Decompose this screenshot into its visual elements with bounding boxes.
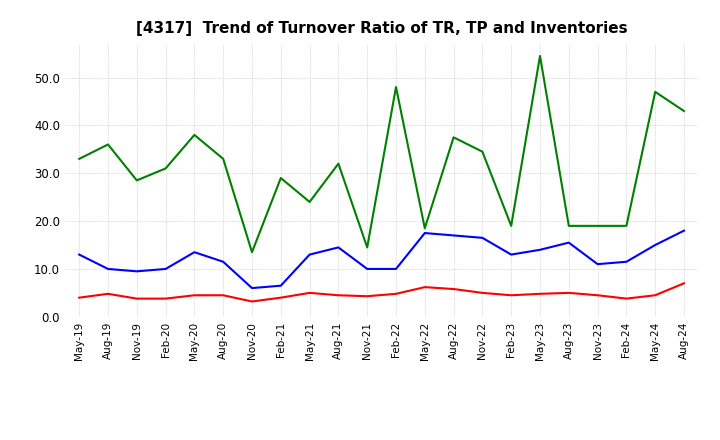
Trade Payables: [363, 266, 372, 271]
Trade Receivables: [478, 290, 487, 296]
Inventories: [651, 89, 660, 95]
Trade Receivables: [363, 293, 372, 299]
Trade Payables: [161, 266, 170, 271]
Inventories: [478, 149, 487, 154]
Trade Receivables: [507, 293, 516, 298]
Trade Payables: [449, 233, 458, 238]
Trade Receivables: [161, 296, 170, 301]
Trade Receivables: [219, 293, 228, 298]
Inventories: [305, 199, 314, 205]
Inventories: [363, 245, 372, 250]
Trade Receivables: [334, 293, 343, 298]
Trade Receivables: [449, 286, 458, 292]
Inventories: [680, 108, 688, 114]
Trade Receivables: [248, 299, 256, 304]
Inventories: [622, 223, 631, 228]
Inventories: [190, 132, 199, 138]
Trade Payables: [276, 283, 285, 288]
Trade Receivables: [680, 281, 688, 286]
Inventories: [392, 84, 400, 90]
Trade Payables: [680, 228, 688, 233]
Inventories: [161, 166, 170, 171]
Inventories: [132, 178, 141, 183]
Inventories: [449, 135, 458, 140]
Trade Payables: [104, 266, 112, 271]
Title: [4317]  Trend of Turnover Ratio of TR, TP and Inventories: [4317] Trend of Turnover Ratio of TR, TP…: [136, 21, 627, 36]
Trade Receivables: [104, 291, 112, 297]
Inventories: [276, 176, 285, 181]
Inventories: [420, 226, 429, 231]
Trade Payables: [219, 259, 228, 264]
Inventories: [248, 249, 256, 255]
Trade Receivables: [132, 296, 141, 301]
Trade Receivables: [593, 293, 602, 298]
Line: Trade Payables: Trade Payables: [79, 231, 684, 288]
Trade Receivables: [420, 285, 429, 290]
Inventories: [104, 142, 112, 147]
Trade Payables: [190, 249, 199, 255]
Trade Payables: [420, 231, 429, 236]
Inventories: [334, 161, 343, 166]
Trade Payables: [507, 252, 516, 257]
Trade Payables: [564, 240, 573, 245]
Trade Payables: [334, 245, 343, 250]
Inventories: [536, 53, 544, 59]
Inventories: [593, 223, 602, 228]
Trade Receivables: [536, 291, 544, 297]
Trade Receivables: [75, 295, 84, 300]
Trade Receivables: [276, 295, 285, 300]
Trade Payables: [651, 242, 660, 248]
Trade Payables: [132, 269, 141, 274]
Trade Receivables: [651, 293, 660, 298]
Trade Payables: [392, 266, 400, 271]
Trade Payables: [536, 247, 544, 253]
Line: Inventories: Inventories: [79, 56, 684, 252]
Line: Trade Receivables: Trade Receivables: [79, 283, 684, 301]
Inventories: [507, 223, 516, 228]
Inventories: [75, 156, 84, 161]
Trade Payables: [75, 252, 84, 257]
Trade Receivables: [564, 290, 573, 296]
Trade Payables: [478, 235, 487, 241]
Trade Payables: [305, 252, 314, 257]
Inventories: [564, 223, 573, 228]
Trade Receivables: [622, 296, 631, 301]
Trade Receivables: [392, 291, 400, 297]
Trade Receivables: [305, 290, 314, 296]
Inventories: [219, 156, 228, 161]
Trade Payables: [248, 286, 256, 291]
Trade Receivables: [190, 293, 199, 298]
Trade Payables: [622, 259, 631, 264]
Trade Payables: [593, 261, 602, 267]
